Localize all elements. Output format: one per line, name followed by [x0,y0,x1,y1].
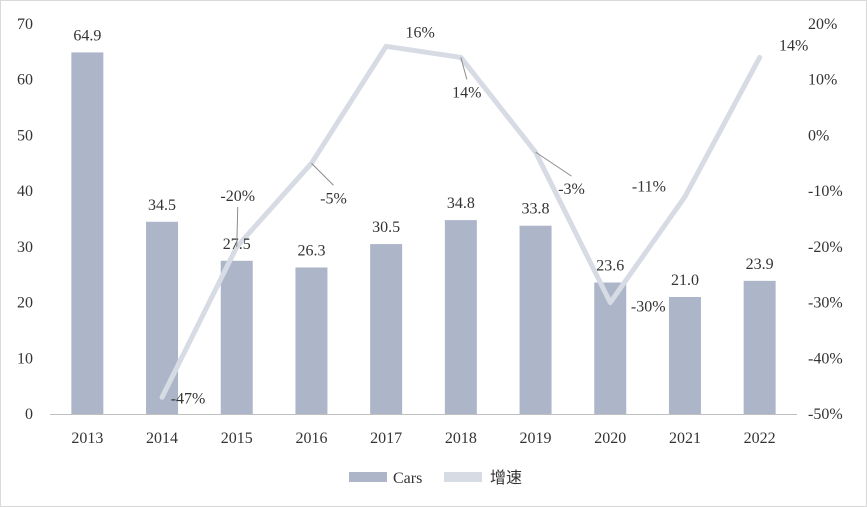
x-tick-label-2015: 2015 [221,430,253,447]
x-tick-label-2013: 2013 [71,430,103,447]
y-right-tick-label: 0% [808,127,829,144]
x-tick-label-2014: 2014 [146,430,178,447]
x-tick-label-2016: 2016 [295,430,327,447]
line-data-label-2021: -11% [632,179,666,196]
axes: 2013 2014 2015 2016 2017 2018 2019 2020 2021 2022… [17,16,843,447]
bar-2022 [743,280,776,414]
y-right-tick-label: 20% [808,16,837,33]
y-left-tick-label: 70 [17,16,33,33]
bar-series-cars [71,52,776,415]
bar-2019 [519,225,552,414]
legend-swatch-growth [444,472,482,482]
bar-data-label-2013: 64.9 [73,27,101,44]
y-left-tick-label: 10 [17,350,33,367]
y-left-tick-label: 40 [17,183,33,200]
bar-data-label-2020: 23.6 [596,258,624,275]
bar-data-label-2021: 21.0 [671,272,699,289]
legend-swatch-cars [349,472,387,482]
y-left-tick-label: 60 [17,72,33,89]
bar-2017 [370,244,403,414]
bar-2016 [295,267,328,414]
bar-data-label-2016: 26.3 [297,242,325,259]
y-left-tick-label: 30 [17,239,33,256]
line-data-label-2017: 16% [405,24,434,41]
bar-2015 [220,260,253,414]
y-left-tick-label: 50 [17,127,33,144]
y-right-tick-label: -30% [808,295,843,312]
leader-line-2015 [236,206,239,247]
bar-data-label-2019: 33.8 [522,201,550,218]
legend: Cars 增速 [349,469,522,487]
y-right-tick-label: -50% [808,406,843,423]
line-data-label-2015: -20% [220,188,255,205]
data-labels: 64.934.527.5 26.330.534.8 33.823.621.023.9… [73,24,808,407]
y-left-tick-label: 20 [17,295,33,312]
x-tick-label-2018: 2018 [445,430,477,447]
y-right-tick-label: 10% [808,72,837,89]
y-right-tick-label: -10% [808,183,843,200]
x-tick-label-2022: 2022 [744,430,776,447]
line-data-label-2020: -30% [631,299,666,316]
bar-2014 [146,221,179,414]
x-tick-label-2021: 2021 [669,430,701,447]
y-right-tick-label: -40% [808,350,843,367]
legend-label-cars: Cars [393,470,422,487]
bar-2013 [71,52,104,415]
leader-line-2019 [535,151,572,177]
x-tick-label-2020: 2020 [594,430,626,447]
line-data-label-2014: -47% [171,390,206,407]
leader-line-2016 [311,162,334,186]
line-data-label-2019: -3% [558,181,585,198]
line-data-label-2018: 14% [452,84,481,101]
bar-2021 [668,297,701,414]
legend-label-growth: 增速 [490,469,522,487]
x-tick-label-2017: 2017 [370,430,402,447]
bar-data-label-2014: 34.5 [148,197,176,214]
bar-2018 [444,220,477,414]
leader-line-2018 [460,57,468,80]
bar-data-label-2022: 23.9 [746,256,774,273]
line-data-label-2022: 14% [779,37,808,54]
line-data-label-2016: -5% [320,190,347,207]
bar-data-label-2018: 34.8 [447,195,475,212]
y-left-tick-label: 0 [25,406,33,423]
y-right-tick-label: -20% [808,239,843,256]
bar-data-label-2017: 30.5 [372,219,400,236]
x-tick-label-2019: 2019 [520,430,552,447]
